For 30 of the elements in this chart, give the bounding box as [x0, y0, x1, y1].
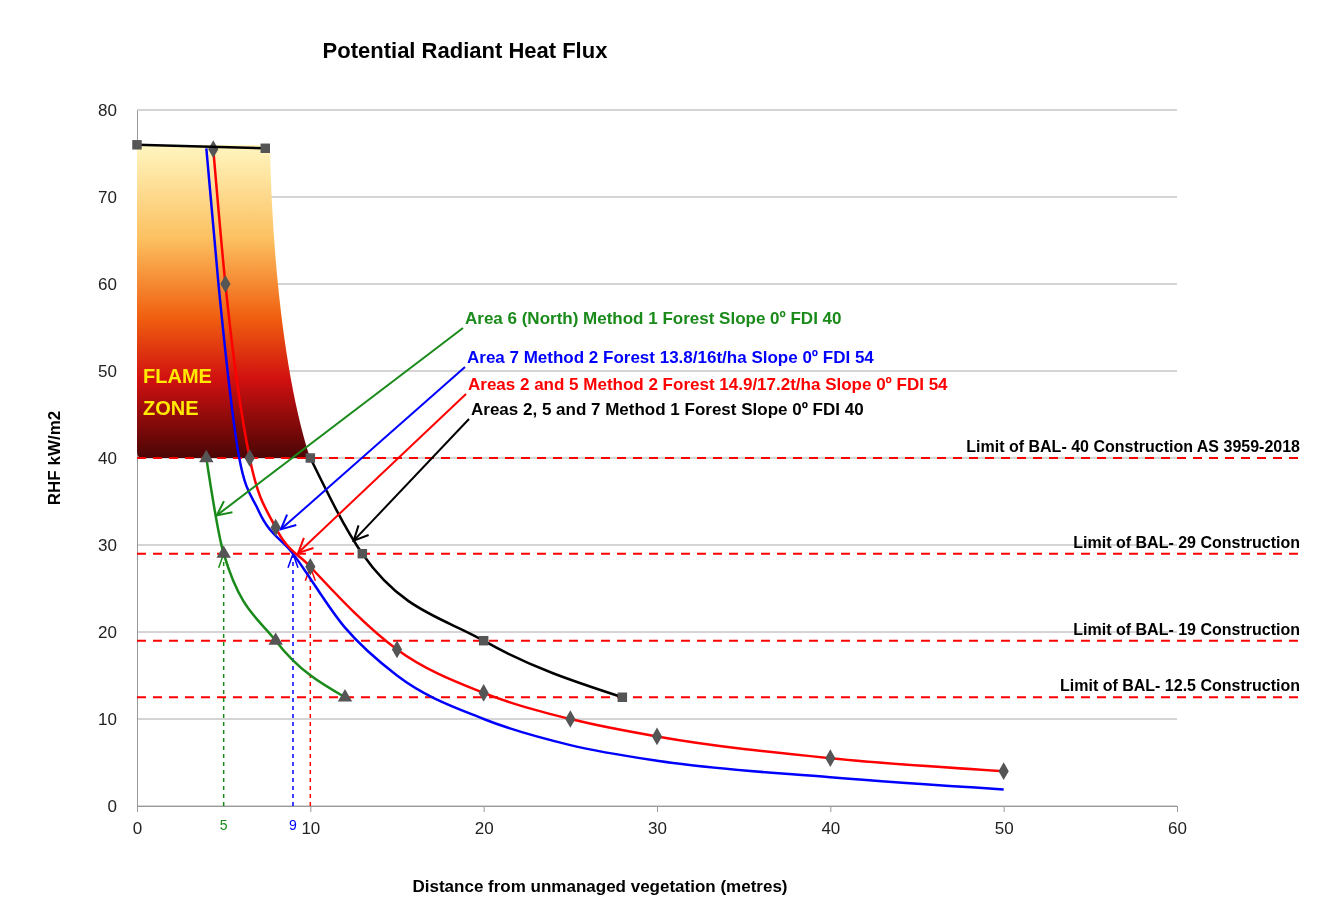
x-axis-title: Distance from unmanaged vegetation (metres)	[412, 877, 788, 896]
ref-line-label: Limit of BAL- 12.5 Construction	[1060, 677, 1300, 695]
y-tick-label: 30	[98, 535, 117, 555]
annotation: FLAME ZONE	[143, 365, 212, 419]
y-tick-label: 10	[98, 709, 117, 729]
x-tick-label: 10	[301, 818, 321, 838]
y-tick-label: 50	[98, 361, 117, 381]
x-tick-label: 40	[821, 818, 841, 838]
y-tick-label: 80	[98, 100, 117, 120]
x-tick-label: 50	[994, 818, 1014, 838]
ref-line-label: Limit of BAL- 29 Construction	[1073, 533, 1300, 551]
y-tick-label: 0	[107, 796, 117, 816]
x-tick-label: 20	[474, 818, 494, 838]
ref-line-label: 9	[289, 817, 298, 833]
y-tick-label: 60	[98, 274, 117, 294]
y-tick-label: 70	[98, 187, 117, 207]
annotation: Area 7 Method 2 Forest 13.8/16t/ha Slope 0º FDI 54	[467, 347, 875, 367]
ref-line-label: 5	[219, 817, 228, 833]
ref-line-label: Limit of BAL- 19 Construction	[1073, 620, 1300, 638]
annotation: Areas 2, 5 and 7 Method 1 Forest Slope 0º FDI 40	[471, 399, 864, 419]
x-tick-label: 0	[132, 818, 143, 838]
x-tick-label: 60	[1168, 818, 1187, 838]
y-tick-label: 20	[98, 622, 117, 642]
chart-title: Potential Radiant Heat Flux	[322, 38, 609, 63]
x-tick-label: 30	[648, 818, 667, 838]
annotation: Area 6 (North) Method 1 Forest Slope 0º FDI 40	[465, 308, 842, 328]
annotation: Areas 2 and 5 Method 2 Forest 14.9/17.2t/ha Slope 0º FDI 54	[468, 374, 949, 394]
ref-line-label: Limit of BAL- 40 Construction AS 3959-2018	[966, 438, 1301, 455]
y-axis-title: RHF kW/m2	[45, 410, 64, 506]
y-tick-label: 40	[98, 448, 117, 468]
